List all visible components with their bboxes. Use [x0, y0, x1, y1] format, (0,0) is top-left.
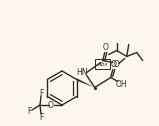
Text: F: F: [27, 107, 31, 117]
Text: OH: OH: [116, 80, 128, 89]
Text: Abs: Abs: [97, 61, 108, 67]
Polygon shape: [77, 78, 95, 87]
FancyBboxPatch shape: [95, 59, 110, 69]
Text: F: F: [39, 88, 43, 98]
Text: O: O: [48, 101, 54, 109]
Text: HN: HN: [76, 68, 87, 77]
Text: F: F: [39, 113, 43, 121]
Text: O: O: [103, 43, 109, 52]
Text: O: O: [114, 60, 120, 69]
Text: O: O: [111, 60, 117, 69]
